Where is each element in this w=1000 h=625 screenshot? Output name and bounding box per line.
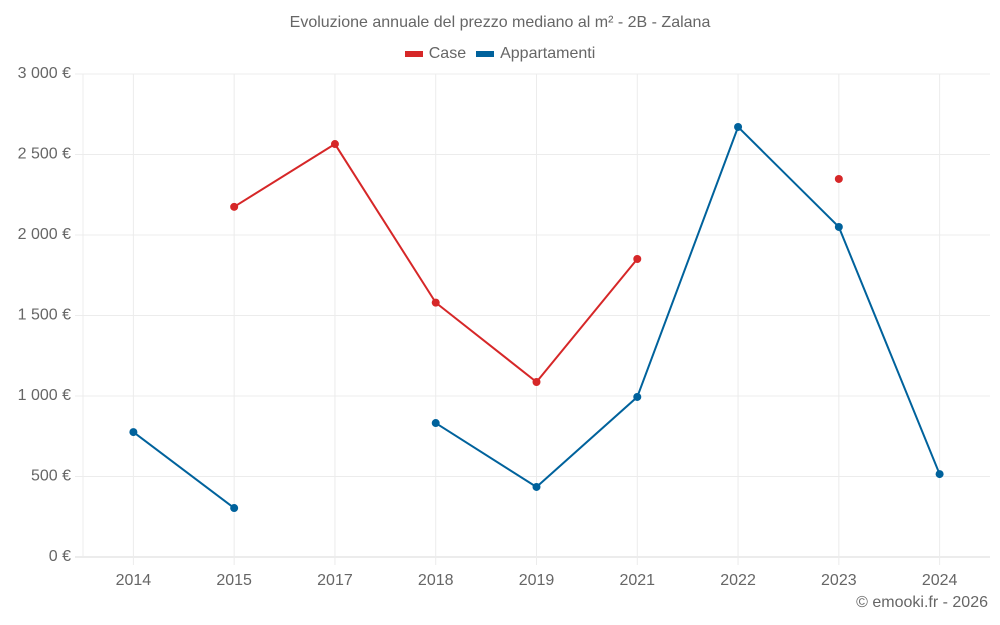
series-case [230, 140, 843, 386]
x-tick-label: 2017 [317, 572, 353, 589]
y-tick-label: 2 000 € [18, 226, 71, 243]
chart-title: Evoluzione annuale del prezzo mediano al… [289, 14, 711, 31]
data-point[interactable] [834, 222, 843, 231]
legend-label-appartamenti: Appartamenti [500, 45, 596, 62]
series-line [132, 431, 235, 509]
y-tick-label: 0 € [49, 548, 71, 565]
x-tick-label: 2015 [216, 572, 252, 589]
data-point[interactable] [532, 482, 541, 491]
x-tick-label: 2024 [922, 572, 958, 589]
legend-swatch-case-icon [404, 51, 423, 57]
copyright-credit: © emooki.fr - 2026 [856, 594, 988, 611]
legend-item-case[interactable]: Case [404, 45, 467, 63]
y-axis: 0 € 500 € 1 000 € 1 500 € 2 000 € 2 500 € 3 00… [18, 65, 71, 565]
legend-label-case: Case [428, 45, 467, 62]
y-tick-label: 2 500 € [18, 146, 71, 163]
y-tick-label: 1 500 € [18, 307, 71, 324]
x-tick-label: 2021 [619, 572, 655, 589]
series-line [435, 125, 941, 489]
chart-legend: Case Appartamenti [0, 45, 1000, 63]
legend-swatch-appartamenti-icon [476, 51, 495, 57]
data-point[interactable] [230, 504, 239, 513]
series-appartamenti [129, 122, 944, 513]
x-tick-label: 2022 [720, 572, 756, 589]
data-point[interactable] [532, 377, 541, 386]
y-tick-label: 1 000 € [18, 387, 71, 404]
y-tick-label: 3 000 € [18, 65, 71, 82]
data-point[interactable] [633, 392, 642, 401]
data-point[interactable] [431, 419, 440, 428]
data-series [129, 122, 944, 513]
data-point[interactable] [330, 140, 339, 149]
x-tick-label: 2019 [519, 572, 555, 589]
x-tick-label: 2018 [418, 572, 454, 589]
data-point[interactable] [129, 428, 138, 437]
y-tick-label: 500 € [31, 468, 71, 485]
x-tick-label: 2014 [116, 572, 152, 589]
legend-item-appartamenti[interactable]: Appartamenti [476, 45, 595, 63]
data-point[interactable] [633, 254, 642, 263]
data-point[interactable] [431, 298, 440, 307]
x-tick-label: 2023 [821, 572, 857, 589]
data-point[interactable] [834, 174, 843, 183]
data-point[interactable] [935, 470, 944, 479]
data-point[interactable] [230, 202, 239, 211]
x-axis: 2014 2015 2017 2018 2019 2021 2022 2023 2024 [116, 572, 958, 589]
data-point[interactable] [734, 122, 743, 131]
